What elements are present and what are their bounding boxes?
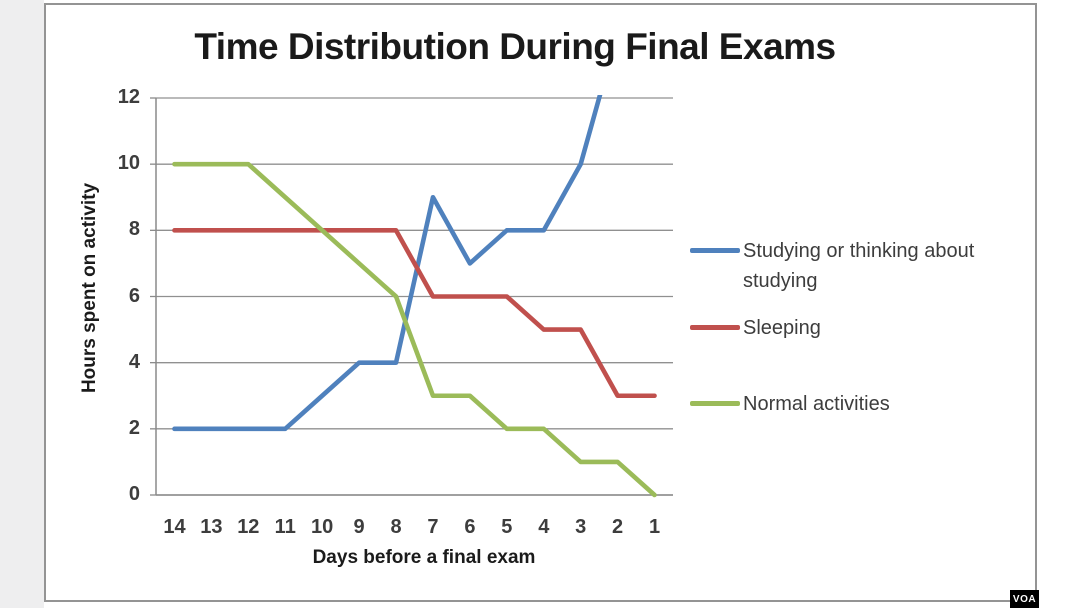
y-tick-label-8: 8 bbox=[128, 218, 140, 241]
y-tick-label-12: 12 bbox=[117, 86, 140, 108]
x-tick-label-2: 2 bbox=[612, 516, 624, 538]
chart-title: Time Distribution During Final Exams bbox=[194, 26, 836, 67]
x-tick-label-12: 12 bbox=[237, 516, 260, 538]
series-line-1 bbox=[172, 228, 657, 399]
page-left-margin bbox=[0, 0, 44, 608]
sleeping-line-swatch bbox=[690, 325, 740, 330]
y-tick-label-6: 6 bbox=[128, 284, 140, 307]
studying-line-swatch bbox=[690, 248, 740, 253]
x-tick-label-7: 7 bbox=[427, 516, 439, 538]
normal-activities-line-swatch bbox=[690, 401, 740, 406]
x-tick-label-5: 5 bbox=[501, 516, 513, 538]
x-tick-label-10: 10 bbox=[311, 516, 334, 538]
y-tick-label-4: 4 bbox=[128, 350, 140, 373]
voa-logo: VOA bbox=[1010, 590, 1039, 608]
x-tick-label-11: 11 bbox=[274, 516, 296, 538]
legend-label: Normal activities bbox=[743, 393, 890, 415]
x-tick-label-4: 4 bbox=[538, 516, 550, 538]
x-tick-label-1: 1 bbox=[648, 516, 661, 538]
legend-label: Sleeping bbox=[743, 317, 821, 339]
chart-frame bbox=[44, 3, 1037, 602]
x-axis-title: Days before a final exam bbox=[312, 547, 536, 568]
x-tick-label-13: 13 bbox=[200, 516, 223, 538]
y-tick-label-2: 2 bbox=[128, 416, 140, 439]
series-line-0 bbox=[172, 95, 603, 432]
legend-item-sleeping: Sleeping bbox=[690, 313, 821, 343]
legend-item-normal-activities: Normal activities bbox=[690, 389, 890, 419]
y-tick-label-10: 10 bbox=[117, 152, 140, 175]
x-tick-label-9: 9 bbox=[353, 516, 365, 538]
series-lines bbox=[172, 95, 657, 498]
x-tick-label-8: 8 bbox=[390, 516, 402, 538]
x-tick-label-6: 6 bbox=[464, 516, 476, 538]
y-tick-label-0: 0 bbox=[128, 483, 140, 505]
legend-item-studying: Studying or thinking about studying bbox=[690, 236, 1019, 296]
series-line-2 bbox=[172, 161, 657, 498]
x-tick-label-3: 3 bbox=[575, 516, 587, 538]
legend-label: Studying or thinking about studying bbox=[743, 240, 975, 292]
x-tick-label-14: 14 bbox=[163, 516, 186, 538]
